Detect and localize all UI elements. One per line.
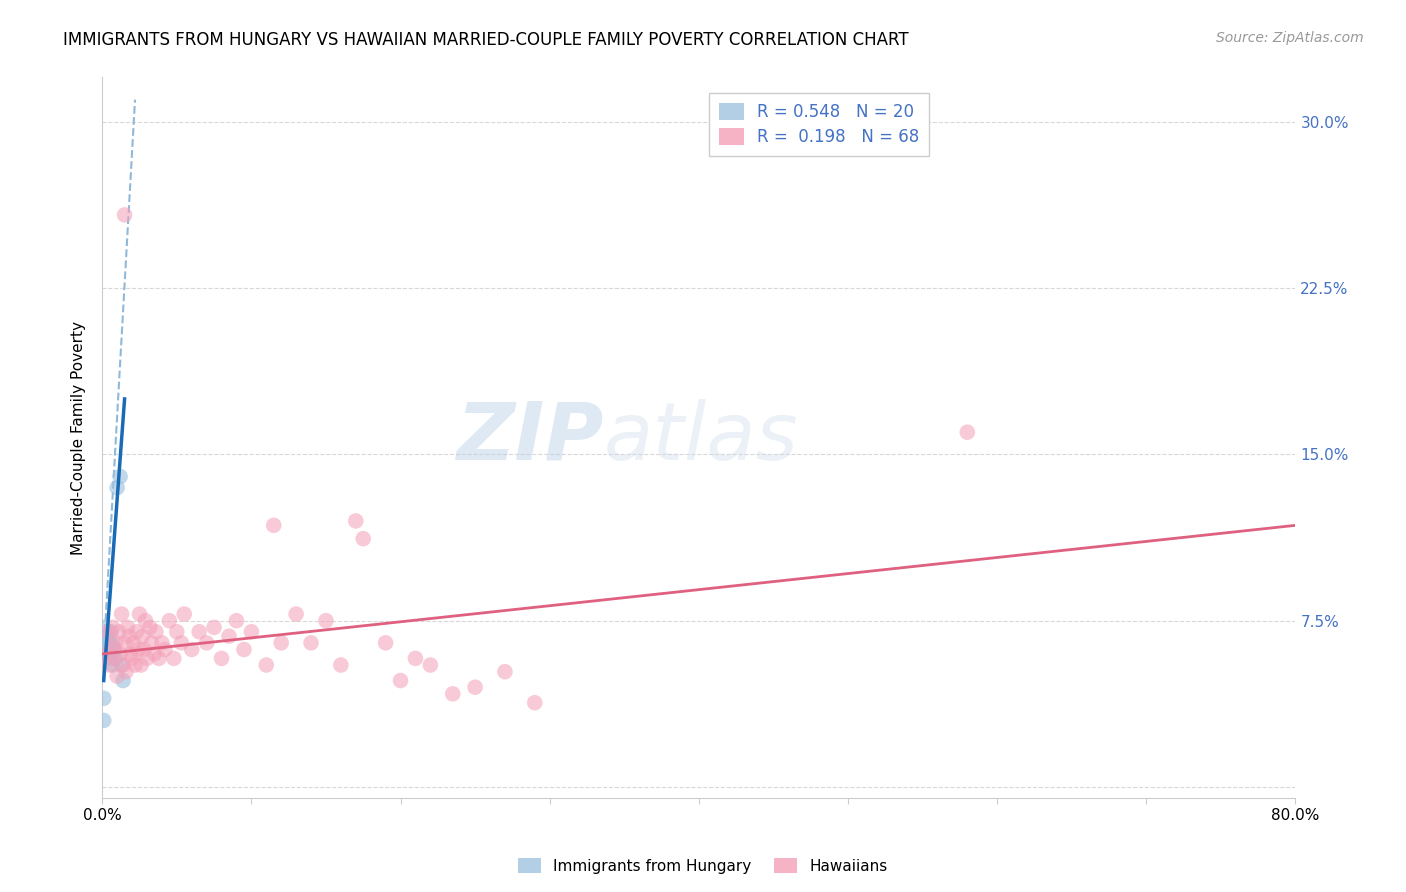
Point	[166, 624, 188, 639]
Legend: R = 0.548   N = 20, R =  0.198   N = 68: R = 0.548 N = 20, R = 0.198 N = 68	[709, 93, 929, 156]
Point	[134, 614, 156, 628]
Point	[122, 636, 145, 650]
Point	[195, 636, 218, 650]
Point	[120, 647, 142, 661]
Point	[101, 658, 124, 673]
Point	[131, 629, 153, 643]
Point	[270, 636, 292, 650]
Point	[145, 624, 167, 639]
Point	[118, 629, 141, 643]
Text: IMMIGRANTS FROM HUNGARY VS HAWAIIAN MARRIED-COUPLE FAMILY POVERTY CORRELATION CH: IMMIGRANTS FROM HUNGARY VS HAWAIIAN MARR…	[63, 31, 908, 49]
Point	[103, 651, 125, 665]
Point	[93, 691, 115, 706]
Point	[170, 636, 193, 650]
Point	[108, 469, 131, 483]
Point	[136, 651, 159, 665]
Point	[374, 636, 396, 650]
Point	[389, 673, 412, 688]
Point	[344, 514, 367, 528]
Point	[240, 624, 263, 639]
Point	[523, 696, 546, 710]
Point	[97, 642, 120, 657]
Point	[254, 658, 277, 673]
Point	[93, 620, 115, 634]
Point	[188, 624, 211, 639]
Point	[107, 624, 129, 639]
Point	[141, 636, 163, 650]
Point	[101, 620, 124, 634]
Point	[97, 629, 120, 643]
Point	[180, 642, 202, 657]
Point	[232, 642, 254, 657]
Point	[112, 658, 135, 673]
Point	[299, 636, 322, 650]
Point	[129, 658, 152, 673]
Point	[494, 665, 516, 679]
Point	[143, 647, 166, 661]
Point	[93, 714, 115, 728]
Point	[104, 636, 127, 650]
Point	[110, 607, 132, 621]
Point	[96, 647, 118, 661]
Point	[157, 614, 180, 628]
Point	[117, 620, 139, 634]
Point	[105, 669, 128, 683]
Text: atlas: atlas	[603, 399, 799, 476]
Y-axis label: Married-Couple Family Poverty: Married-Couple Family Poverty	[72, 321, 86, 555]
Point	[329, 658, 352, 673]
Point	[98, 636, 121, 650]
Point	[419, 658, 441, 673]
Point	[404, 651, 426, 665]
Point	[105, 481, 128, 495]
Point	[139, 620, 162, 634]
Point	[153, 642, 176, 657]
Point	[202, 620, 225, 634]
Point	[285, 607, 308, 621]
Point	[211, 651, 233, 665]
Point	[114, 208, 136, 222]
Point	[128, 607, 150, 621]
Legend: Immigrants from Hungary, Hawaiians: Immigrants from Hungary, Hawaiians	[512, 852, 894, 880]
Point	[132, 642, 155, 657]
Point	[100, 640, 122, 655]
Point	[97, 624, 120, 639]
Point	[100, 647, 122, 661]
Point	[148, 651, 170, 665]
Point	[225, 614, 247, 628]
Point	[173, 607, 195, 621]
Point	[464, 680, 486, 694]
Point	[956, 425, 979, 440]
Point	[441, 687, 464, 701]
Point	[94, 632, 117, 646]
Point	[96, 647, 118, 661]
Point	[112, 673, 135, 688]
Point	[103, 642, 125, 657]
Point	[98, 651, 121, 665]
Point	[110, 658, 132, 673]
Point	[98, 658, 121, 673]
Point	[352, 532, 374, 546]
Point	[124, 658, 146, 673]
Point	[121, 651, 143, 665]
Point	[104, 651, 127, 665]
Text: ZIP: ZIP	[456, 399, 603, 476]
Point	[315, 614, 337, 628]
Point	[150, 636, 173, 650]
Point	[100, 624, 122, 639]
Text: Source: ZipAtlas.com: Source: ZipAtlas.com	[1216, 31, 1364, 45]
Point	[101, 638, 124, 652]
Point	[163, 651, 186, 665]
Point	[114, 636, 136, 650]
Point	[115, 665, 138, 679]
Point	[125, 624, 148, 639]
Point	[127, 642, 149, 657]
Point	[96, 640, 118, 655]
Point	[263, 518, 285, 533]
Point	[218, 629, 240, 643]
Point	[108, 647, 131, 661]
